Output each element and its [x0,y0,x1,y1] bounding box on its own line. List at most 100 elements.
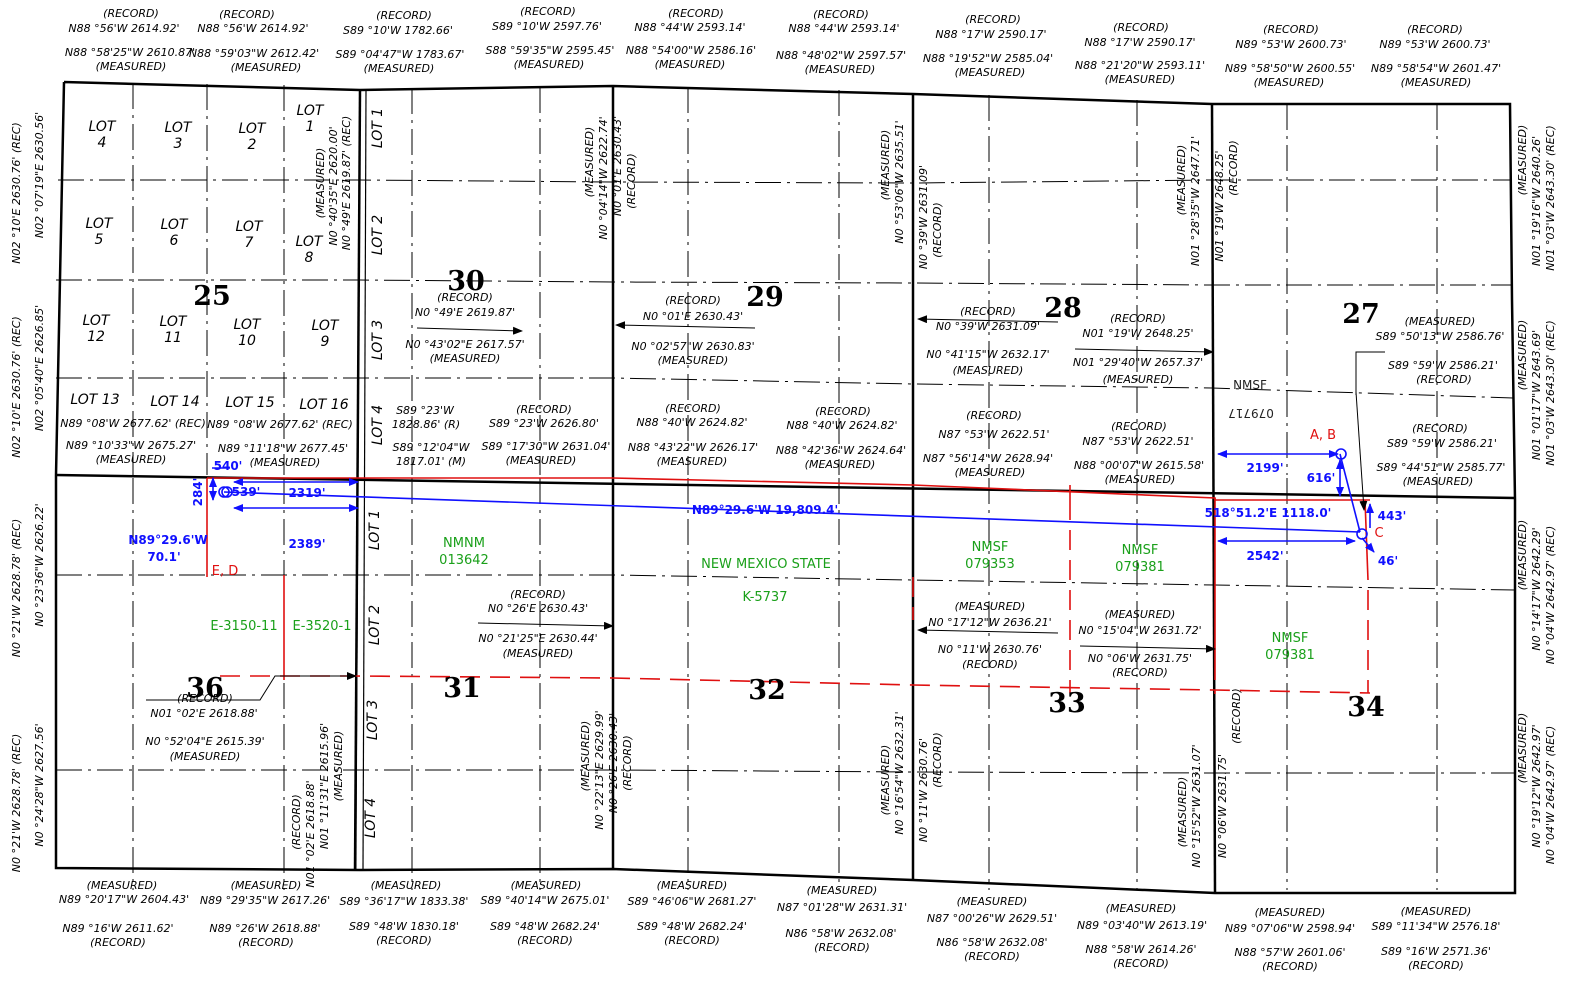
bearing-label: (RECORD) [966,409,1022,422]
bearing-label: (MEASURED) [371,879,442,892]
bearing-label: (MEASURED) [657,455,728,468]
lot-label: LOT [312,318,340,334]
vertical-bearing-label: N0 °19'12"W 2642.97' [1530,724,1543,847]
vertical-bearing-label: N0 °39'W 2631.09' [917,165,930,269]
bearing-label: N0 °41'15"W 2632.17' [926,348,1049,361]
lot-boundary-lines [362,89,367,871]
lot-label: 12 [87,329,105,345]
bearing-label: (MEASURED) [506,454,577,467]
lot-label: 2 [248,137,257,153]
lot-label: LOT 1 [367,510,383,550]
vertical-bearing-label: (RECORD) [931,202,944,258]
bearing-arrow [477,621,614,630]
bearing-label: N87 °56'14"W 2628.94' [923,452,1053,465]
vertical-bearing-label: (RECORD) [290,794,303,850]
bearing-label: (MEASURED) [231,61,302,74]
bearing-label: (RECORD) [815,405,871,418]
bearing-label: S89 °46'06"W 2681.27' [628,895,757,908]
bearing-label: (MEASURED) [807,884,878,897]
bearing-label: N89 °26'W 2618.88' [209,922,320,935]
vertical-bearing-label: (MEASURED) [1175,145,1188,216]
bearing-label: (MEASURED) [957,895,1028,908]
bearing-label: (RECORD) [664,934,720,947]
dimension-label: 284' [191,478,205,507]
vertical-bearing-label: N0 °01'E 2630.43' [611,116,624,216]
bearing-label: N0 °06'W 2631.75' [1088,652,1192,665]
quarter-section-lines [56,83,1516,890]
bearing-label: S89 °10'W 2597.76' [492,20,602,33]
bearing-label: S89 °23'W [396,404,455,417]
bearing-label: N88 °42'36"W 2624.64' [776,444,906,457]
bearing-label: (MEASURED) [805,458,876,471]
bearing-label: (RECORD) [964,950,1020,963]
bearing-label: 1817.01' (M) [396,455,466,468]
bearing-label: N89 °03'40"W 2613.19' [1077,919,1207,932]
bearing-label: N89 °53'W 2600.73' [1235,38,1346,51]
lot-label: LOT [160,314,188,330]
bearing-label: (MEASURED) [364,62,435,75]
bearing-label: (MEASURED) [503,647,574,660]
lot-label: 9 [321,334,330,350]
bearing-label: (MEASURED) [96,60,167,73]
bearing-label: (MEASURED) [87,879,158,892]
dimension-label: 70.1' [147,550,180,564]
bearing-label: N86 °58'W 2632.08' [936,936,1047,949]
lot-label: LOT 3 [370,320,386,360]
bearing-label: (RECORD) [103,7,159,20]
lot-label: LOT 13 [70,392,119,408]
lot-label: LOT [239,121,267,137]
lot-label: LOT [83,313,111,329]
bearing-label: (MEASURED) [1105,73,1176,86]
bearing-arrow [615,321,756,330]
bearing-label: (MEASURED) [96,453,167,466]
bearing-label: (RECORD) [520,5,576,18]
lease-label: NMSF [1272,631,1309,646]
dimension-label: 443' [1378,509,1407,523]
bearing-label: S89 °59'W 2586.21' [1387,437,1497,450]
bearing-label: (MEASURED) [805,63,876,76]
bearing-label: (MEASURED) [1254,76,1325,89]
dimension-label: 2199' [1246,461,1283,475]
bearing-label: (MEASURED) [231,879,302,892]
bearing-label: (RECORD) [665,294,721,307]
lot-label: 11 [164,330,182,346]
bearing-label: (MEASURED) [655,58,726,71]
bearing-label: S89 °16'W 2571.36' [1381,945,1491,958]
bearing-label: (MEASURED) [658,354,729,367]
bearing-label: S89 °59'W 2586.21' [1388,359,1498,372]
bearing-label: S89 °36'17"W 1833.38' [340,895,469,908]
bearing-label: (MEASURED) [1106,902,1177,915]
bearing-label: N88 °00'07"W 2615.58' [1074,459,1204,472]
bearing-label: N88 °59'03"W 2612.42' [189,47,319,60]
bearing-label: N87 °00'26"W 2629.51' [927,912,1057,925]
vertical-bearing-label: N01 °03'W 2643.30' (REC) [1544,125,1557,270]
vertical-bearing-label: (RECORD) [1230,688,1243,744]
vertical-bearing-label: N01 °11'31"E 2615.96' [318,723,331,849]
lease-label: NMNM [443,536,485,551]
lot-label: LOT 14 [150,394,199,410]
bearing-label: (RECORD) [1111,420,1167,433]
bearing-label: (RECORD) [960,305,1016,318]
lot-label: LOT [236,219,264,235]
point-label: E, D [212,564,239,579]
bearing-label: N0 °02'57"W 2630.83' [631,340,754,353]
vertical-bearing-label: N0 °40'35"E 2620.00' [327,126,340,245]
vertical-bearing-label: (MEASURED) [1516,320,1529,391]
vertical-bearing-label: (MEASURED) [879,745,892,816]
bearing-label: (RECORD) [1416,373,1472,386]
vertical-bearing-label: N0 °14'17"W 2642.29' [1530,527,1543,650]
bearing-label: S89 °23'W 2626.80' [489,417,599,430]
vertical-bearing-label: N0 °11'W 2630.76' [917,738,930,842]
lot-label: LOT 3 [365,700,381,740]
bearing-arrows [416,315,1216,653]
bearing-label: (MEASURED) [1255,906,1326,919]
vertical-bearing-label: N0 °16'54"W 2632.31' [893,711,906,834]
section-number: 31 [443,673,481,704]
bearing-label: (RECORD) [376,934,432,947]
vertical-bearing-label: (MEASURED) [879,130,892,201]
lot-label: LOT [165,120,193,136]
vertical-bearing-label: N02 °05'40"E 2626.85' [33,305,46,431]
dimension-label: 616' [1307,471,1336,485]
bearing-label: (MEASURED) [511,879,582,892]
